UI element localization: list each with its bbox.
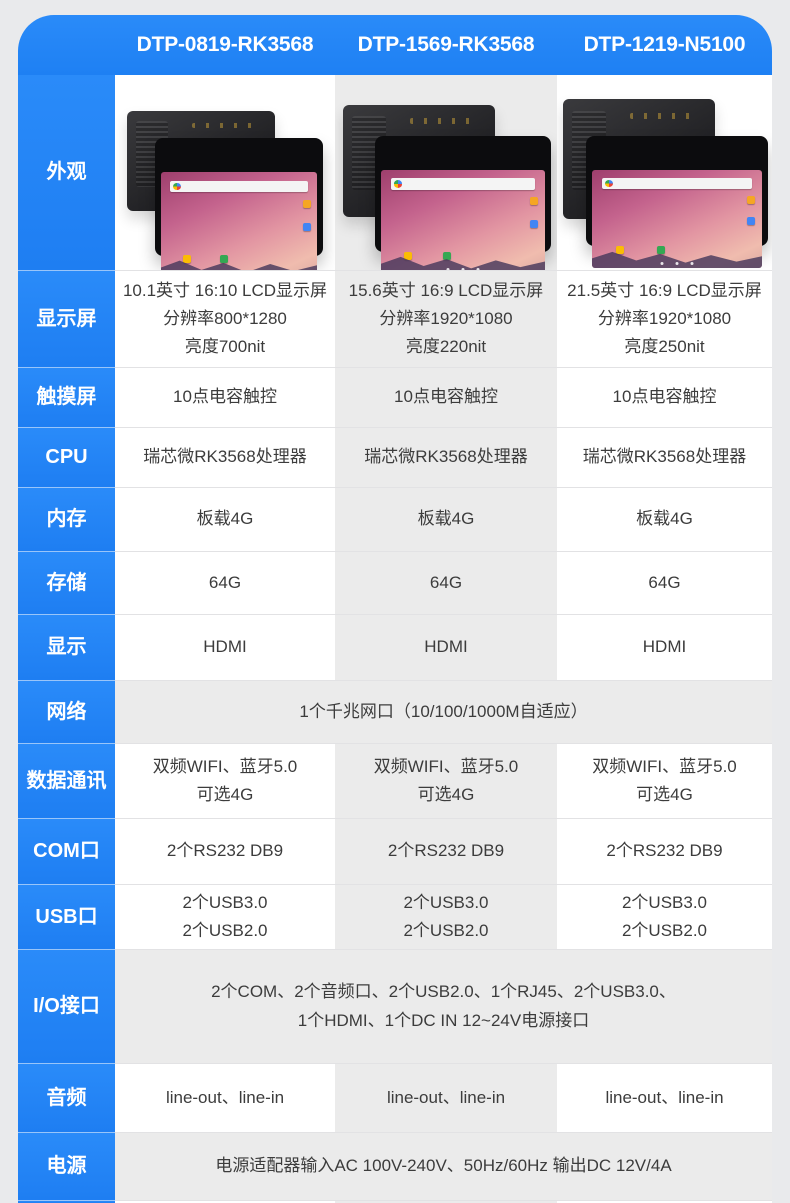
spec-cell: 板载4G <box>115 487 335 551</box>
spec-cell: 15.6英寸 16:9 LCD显示屏 分辨率1920*1080 亮度220nit <box>335 270 557 367</box>
spec-cell: 2个RS232 DB9 <box>335 818 557 884</box>
product-image-front <box>375 136 551 270</box>
spec-cell: 21.5英寸 16:9 LCD显示屏 分辨率1920*1080 亮度250nit <box>557 270 772 367</box>
spec-cell: 64G <box>115 551 335 614</box>
row-label-io-interface: I/O接口 <box>18 949 115 1063</box>
app-icon <box>530 197 539 206</box>
spec-cell: 瑞芯微RK3568处理器 <box>335 427 557 487</box>
row-video-output: 显示 HDMI HDMI HDMI <box>18 614 772 680</box>
nav-dots <box>446 267 480 270</box>
nav-dots <box>660 262 694 266</box>
spec-cell: 双频WIFI、蓝牙5.0 可选4G <box>557 743 772 818</box>
row-label-memory: 内存 <box>18 487 115 551</box>
spec-cell: HDMI <box>335 614 557 680</box>
row-display: 显示屏 10.1英寸 16:10 LCD显示屏 分辨率800*1280 亮度70… <box>18 270 772 367</box>
app-icon <box>403 251 412 260</box>
next-row-cell-sliver <box>335 1200 557 1203</box>
model-name-2: DTP-1569-RK3568 <box>357 33 535 56</box>
row-label-storage: 存储 <box>18 551 115 614</box>
row-label-com-port: COM口 <box>18 818 115 884</box>
spec-cell: 瑞芯微RK3568处理器 <box>115 427 335 487</box>
search-bar-graphic <box>390 178 536 190</box>
product-image-dtp1569 <box>335 75 557 270</box>
row-io-interface: I/O接口 2个COM、2个音频口、2个USB2.0、1个RJ45、2个USB3… <box>18 949 772 1063</box>
spec-cell: 64G <box>335 551 557 614</box>
product-image-dtp1219 <box>557 75 772 270</box>
app-icon <box>747 217 756 226</box>
spec-cell: line-out、line-in <box>557 1063 772 1132</box>
spec-cell: 10点电容触控 <box>115 367 335 427</box>
spec-comparison-table: 外观 <box>18 75 772 1203</box>
app-icon <box>182 255 191 264</box>
spec-cell: 64G <box>557 551 772 614</box>
app-icon <box>747 195 756 204</box>
spec-cell-span: 电源适配器输入AC 100V-240V、50Hz/60Hz 输出DC 12V/4… <box>115 1132 772 1200</box>
row-com-port: COM口 2个RS232 DB9 2个RS232 DB9 2个RS232 DB9 <box>18 818 772 884</box>
spec-cell: 10.1英寸 16:10 LCD显示屏 分辨率800*1280 亮度700nit <box>115 270 335 367</box>
row-memory: 内存 板载4G 板载4G 板载4G <box>18 487 772 551</box>
app-icon <box>443 251 452 260</box>
spec-cell-span: 1个千兆网口（10/100/1000M自适应） <box>115 680 772 743</box>
device-screen <box>592 170 762 269</box>
spec-cell: 2个USB3.0 2个USB2.0 <box>335 884 557 949</box>
row-label-data-communication: 数据通讯 <box>18 743 115 818</box>
model-name-1: DTP-0819-RK3568 <box>136 33 314 56</box>
device-screen <box>161 172 317 270</box>
row-label-network: 网络 <box>18 680 115 743</box>
model-header-bar: DTP-0819-RK3568 DTP-1569-RK3568 DTP-1219… <box>18 15 772 75</box>
spec-cell: line-out、line-in <box>115 1063 335 1132</box>
row-label-cpu: CPU <box>18 427 115 487</box>
row-label-appearance: 外观 <box>18 75 115 270</box>
spec-cell: 瑞芯微RK3568处理器 <box>557 427 772 487</box>
app-icon <box>615 246 624 255</box>
spec-cell: 2个RS232 DB9 <box>557 818 772 884</box>
device-screen <box>381 170 545 270</box>
row-appearance: 外观 <box>18 75 772 270</box>
row-storage: 存储 64G 64G 64G <box>18 551 772 614</box>
spec-cell: 双频WIFI、蓝牙5.0 可选4G <box>115 743 335 818</box>
product-image-front <box>155 138 323 270</box>
spec-cell: 2个USB3.0 2个USB2.0 <box>115 884 335 949</box>
row-label-touchscreen: 触摸屏 <box>18 367 115 427</box>
row-cpu: CPU 瑞芯微RK3568处理器 瑞芯微RK3568处理器 瑞芯微RK3568处… <box>18 427 772 487</box>
product-image-dtp0819 <box>115 75 335 270</box>
search-bar-graphic <box>602 177 752 189</box>
next-row-label-sliver <box>18 1200 115 1203</box>
app-icon <box>302 199 311 208</box>
row-audio: 音频 line-out、line-in line-out、line-in lin… <box>18 1063 772 1132</box>
spec-cell: HDMI <box>557 614 772 680</box>
next-row-cell-sliver <box>115 1200 335 1203</box>
spec-cell-span: 2个COM、2个音频口、2个USB2.0、1个RJ45、2个USB3.0、 1个… <box>115 949 772 1063</box>
row-usb-port: USB口 2个USB3.0 2个USB2.0 2个USB3.0 2个USB2.0… <box>18 884 772 949</box>
next-row-cutoff <box>18 1200 772 1203</box>
row-network: 网络 1个千兆网口（10/100/1000M自适应） <box>18 680 772 743</box>
next-row-cell-sliver <box>557 1200 772 1203</box>
app-icon <box>530 219 539 228</box>
app-icon <box>656 246 665 255</box>
spec-cell: 2个RS232 DB9 <box>115 818 335 884</box>
product-image-front <box>586 136 768 269</box>
app-icon <box>302 222 311 231</box>
model-name-3: DTP-1219-N5100 <box>583 33 746 56</box>
spec-cell: HDMI <box>115 614 335 680</box>
spec-cell: 2个USB3.0 2个USB2.0 <box>557 884 772 949</box>
row-power: 电源 电源适配器输入AC 100V-240V、50Hz/60Hz 输出DC 12… <box>18 1132 772 1200</box>
row-label-video-output: 显示 <box>18 614 115 680</box>
spec-cell: 10点电容触控 <box>335 367 557 427</box>
spec-cell: 10点电容触控 <box>557 367 772 427</box>
row-label-power: 电源 <box>18 1132 115 1200</box>
spec-cell: line-out、line-in <box>335 1063 557 1132</box>
row-label-audio: 音频 <box>18 1063 115 1132</box>
row-data-communication: 数据通讯 双频WIFI、蓝牙5.0 可选4G 双频WIFI、蓝牙5.0 可选4G… <box>18 743 772 818</box>
row-touchscreen: 触摸屏 10点电容触控 10点电容触控 10点电容触控 <box>18 367 772 427</box>
row-label-display: 显示屏 <box>18 270 115 367</box>
spec-cell: 双频WIFI、蓝牙5.0 可选4G <box>335 743 557 818</box>
spec-cell: 板载4G <box>335 487 557 551</box>
search-bar-graphic <box>170 180 308 193</box>
app-icon <box>220 255 229 264</box>
row-label-usb-port: USB口 <box>18 884 115 949</box>
spec-cell: 板载4G <box>557 487 772 551</box>
